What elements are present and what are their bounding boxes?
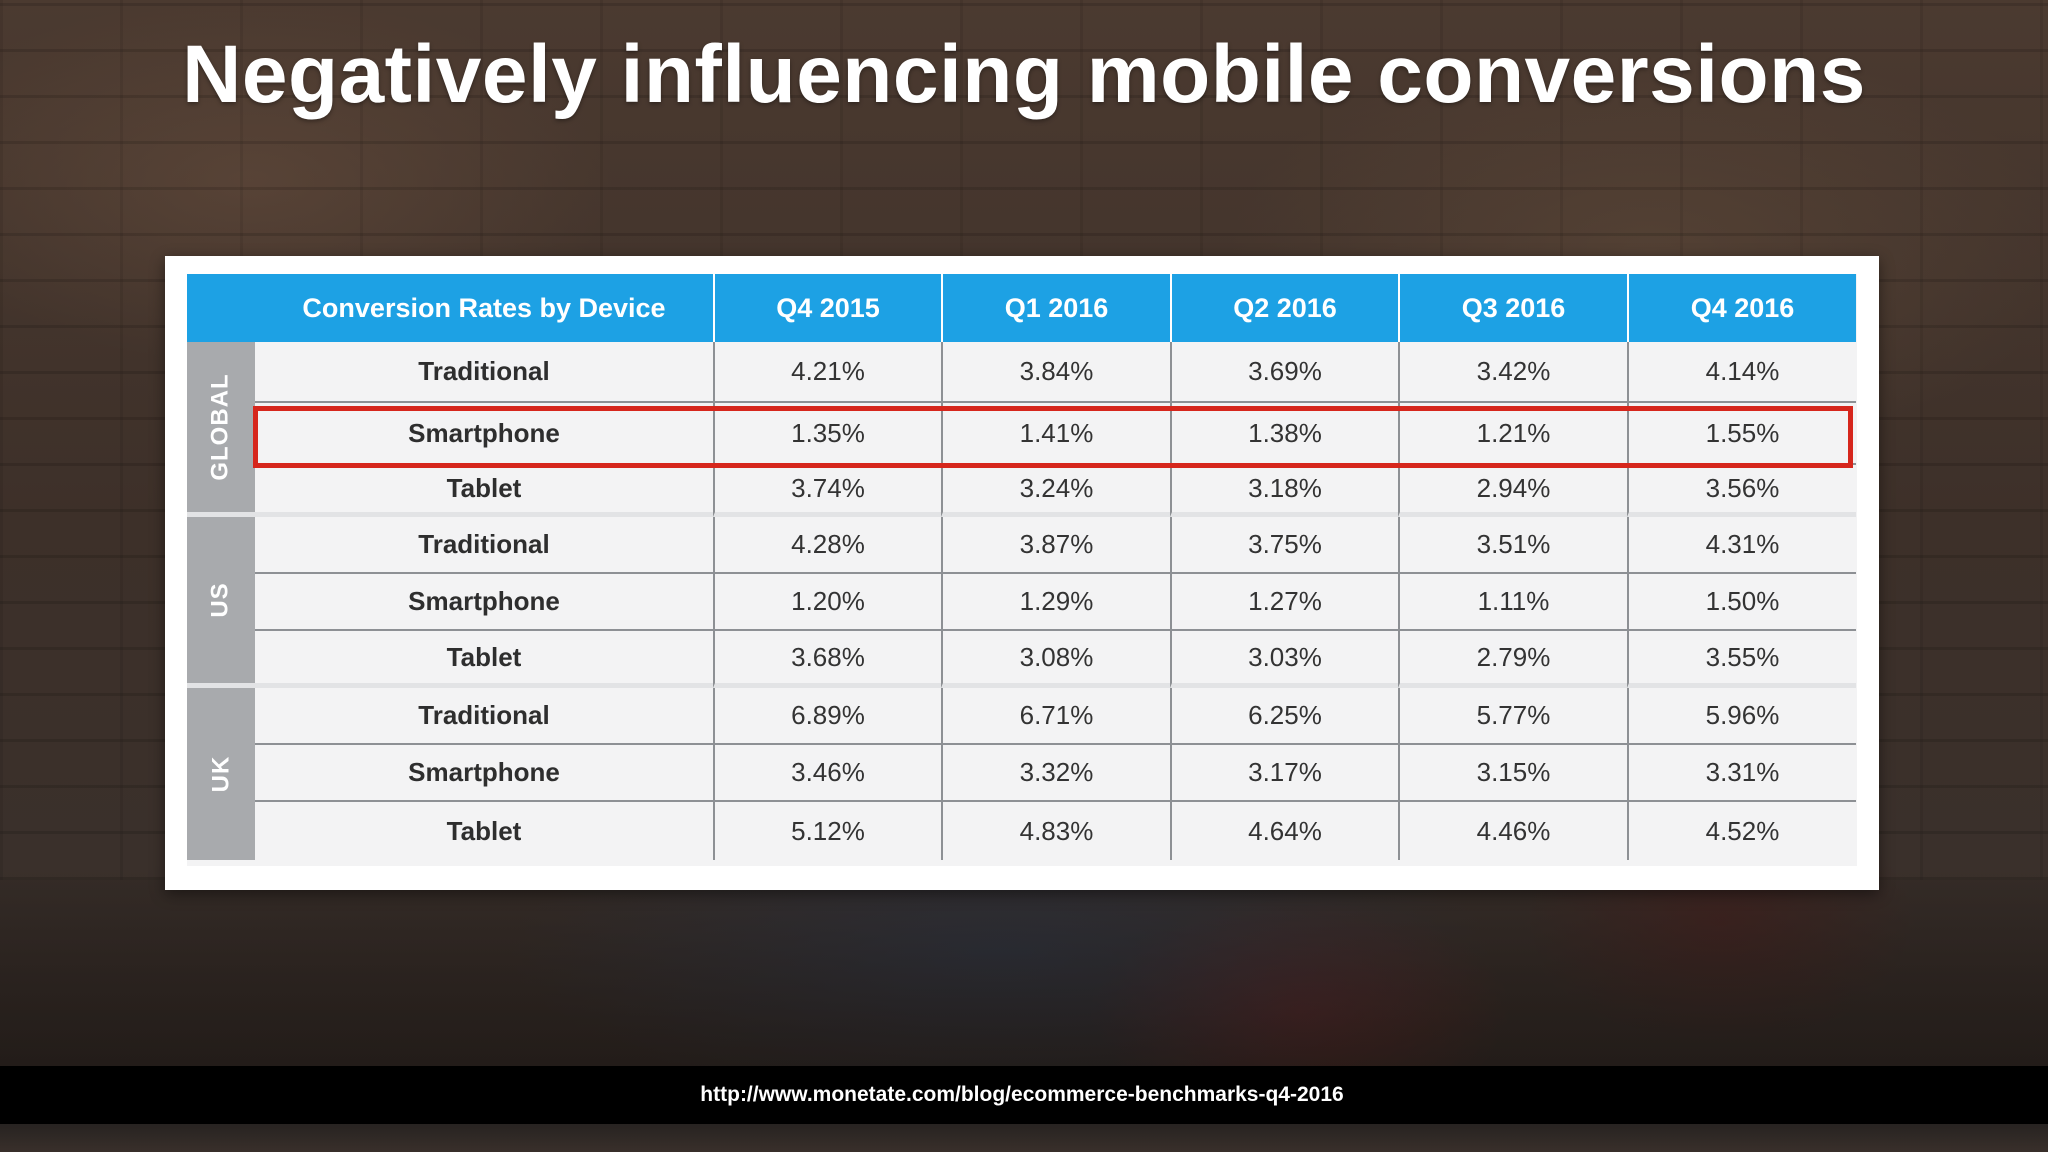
rate-cell: 3.87%: [941, 517, 1170, 574]
rate-cell: 3.42%: [1398, 342, 1627, 403]
rate-cell: 2.94%: [1398, 465, 1627, 517]
rate-cell: 6.25%: [1170, 688, 1398, 745]
device-label: Tablet: [255, 631, 713, 688]
rate-cell: 3.51%: [1398, 517, 1627, 574]
rate-cell: 1.27%: [1170, 574, 1398, 631]
rate-cell: 3.17%: [1170, 745, 1398, 802]
rate-cell: 6.89%: [713, 688, 941, 745]
rate-cell: 2.79%: [1398, 631, 1627, 688]
rate-cell: 1.29%: [941, 574, 1170, 631]
device-label: Traditional: [255, 342, 713, 403]
rate-cell: 3.18%: [1170, 465, 1398, 517]
region-name: UK: [206, 755, 234, 793]
rate-cell: 3.68%: [713, 631, 941, 688]
region-label-global: GLOBAL: [187, 342, 255, 517]
table-header-corner: [187, 274, 255, 342]
rate-cell: 5.77%: [1398, 688, 1627, 745]
rate-cell: 1.55%: [1627, 403, 1856, 465]
rate-cell: 3.15%: [1398, 745, 1627, 802]
rate-cell: 3.46%: [713, 745, 941, 802]
rate-cell: 3.74%: [713, 465, 941, 517]
rate-cell: 3.24%: [941, 465, 1170, 517]
rate-cell: 3.75%: [1170, 517, 1398, 574]
rate-cell: 3.08%: [941, 631, 1170, 688]
region-name: US: [207, 582, 234, 618]
slide-title: Negatively influencing mobile conversion…: [182, 29, 1866, 120]
rate-cell: 3.55%: [1627, 631, 1856, 688]
source-bar: http://www.monetate.com/blog/ecommerce-b…: [0, 1066, 2048, 1124]
device-label: Traditional: [255, 517, 713, 574]
table-header-title: Conversion Rates by Device: [255, 274, 713, 342]
rate-cell: 1.38%: [1170, 403, 1398, 465]
region-name: GLOBAL: [207, 373, 235, 481]
header-quarter: Q4 2016: [1627, 274, 1856, 342]
rate-cell: 4.52%: [1627, 802, 1856, 860]
header-quarter: Q4 2015: [713, 274, 941, 342]
rate-cell: 1.41%: [941, 403, 1170, 465]
rate-cell: 3.69%: [1170, 342, 1398, 403]
header-quarter: Q2 2016: [1170, 274, 1398, 342]
rate-cell: 4.64%: [1170, 802, 1398, 860]
rate-cell: 3.31%: [1627, 745, 1856, 802]
rate-cell: 3.84%: [941, 342, 1170, 403]
rate-cell: 3.32%: [941, 745, 1170, 802]
rate-cell: 4.21%: [713, 342, 941, 403]
device-label: Tablet: [255, 465, 713, 517]
rate-cell: 4.14%: [1627, 342, 1856, 403]
device-label: Smartphone: [255, 745, 713, 802]
rate-cell: 1.20%: [713, 574, 941, 631]
rate-cell: 6.71%: [941, 688, 1170, 745]
rate-cell: 3.03%: [1170, 631, 1398, 688]
bottom-photo-strip: [0, 1124, 2048, 1152]
rate-cell: 4.28%: [713, 517, 941, 574]
rate-cell: 5.96%: [1627, 688, 1856, 745]
source-url[interactable]: http://www.monetate.com/blog/ecommerce-b…: [700, 1083, 1344, 1106]
region-label-us: US: [187, 517, 255, 688]
rate-cell: 1.11%: [1398, 574, 1627, 631]
device-label: Tablet: [446, 815, 522, 846]
header-quarter: Q3 2016: [1398, 274, 1627, 342]
rate-cell: 4.83%: [941, 802, 1170, 860]
header-quarter: Q1 2016: [941, 274, 1170, 342]
rate-cell: 4.46%: [1398, 802, 1627, 860]
device-label: Traditional: [255, 688, 713, 745]
rate-cell: 4.31%: [1627, 517, 1856, 574]
rate-cell: 1.50%: [1627, 574, 1856, 631]
conversion-table: Conversion Rates by Device Q4 2015 Q1 20…: [187, 274, 1857, 866]
rate-cell: 1.21%: [1398, 403, 1627, 465]
region-label-uk: UK: [187, 688, 255, 860]
rate-cell: 1.35%: [713, 403, 941, 465]
device-label: Smartphone: [255, 403, 713, 465]
rate-cell: 3.56%: [1627, 465, 1856, 517]
table-card: Conversion Rates by Device Q4 2015 Q1 20…: [165, 256, 1879, 890]
device-label: Smartphone: [255, 574, 713, 631]
rate-cell: 5.12%: [713, 802, 941, 860]
